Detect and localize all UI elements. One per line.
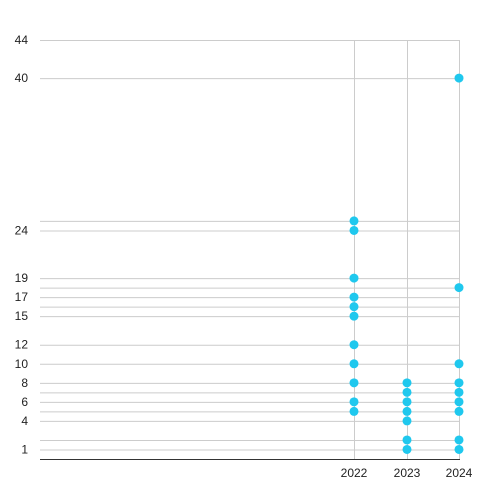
- data-point: [454, 444, 464, 454]
- data-point: [454, 359, 464, 369]
- data-point: [454, 406, 464, 416]
- tick-labels: 1 4 6 8 10 12 15 17 19 24 40 44 2022 2023 2024: [15, 33, 473, 480]
- y-tick-label: 44: [15, 33, 29, 47]
- data-point: [349, 216, 359, 226]
- data-point: [402, 416, 412, 426]
- y-tick-label: 17: [15, 290, 29, 304]
- data-point: [349, 406, 359, 416]
- data-point: [402, 444, 412, 454]
- data-point: [349, 302, 359, 312]
- data-point: [454, 435, 464, 445]
- y-tick-label: 12: [15, 338, 29, 352]
- data-point: [349, 292, 359, 302]
- data-point: [402, 406, 412, 416]
- data-point: [349, 273, 359, 283]
- data-point: [402, 397, 412, 407]
- y-tick-label: 4: [21, 414, 28, 428]
- data-point: [454, 387, 464, 397]
- y-tick-label: 6: [21, 395, 28, 409]
- data-point: [349, 359, 359, 369]
- data-point: [349, 397, 359, 407]
- data-point: [454, 73, 464, 83]
- data-point: [402, 387, 412, 397]
- data-point: [454, 397, 464, 407]
- grid-lines: [40, 40, 460, 459]
- data-points: [349, 73, 464, 454]
- data-point: [349, 225, 359, 235]
- data-point: [349, 378, 359, 388]
- x-tick-label: 2023: [394, 466, 421, 480]
- data-point: [454, 378, 464, 388]
- y-tick-label: 40: [15, 71, 29, 85]
- x-tick-label: 2024: [446, 466, 473, 480]
- y-tick-label: 19: [15, 271, 29, 285]
- y-tick-label: 24: [15, 223, 29, 237]
- data-point: [402, 378, 412, 388]
- y-tick-label: 15: [15, 309, 29, 323]
- x-tick-label: 2022: [341, 466, 368, 480]
- data-point: [454, 283, 464, 293]
- y-tick-label: 8: [21, 376, 28, 390]
- data-point: [402, 435, 412, 445]
- y-tick-label: 10: [15, 357, 29, 371]
- y-tick-label: 1: [21, 442, 28, 456]
- data-point: [349, 311, 359, 321]
- data-point: [349, 340, 359, 350]
